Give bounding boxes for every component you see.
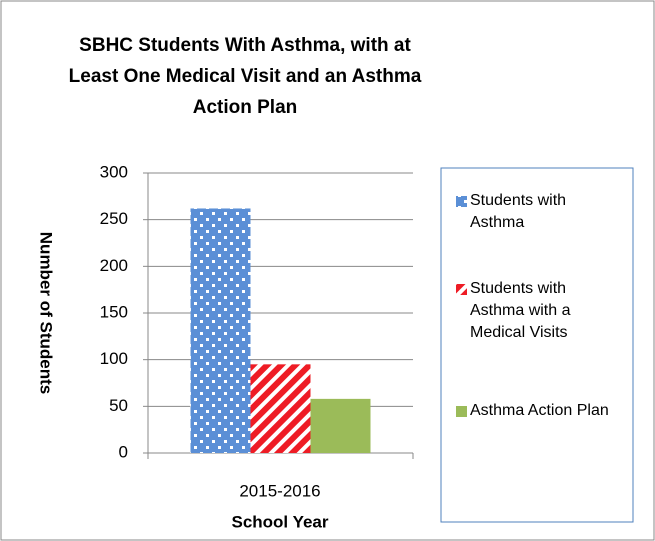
bar [310, 398, 371, 453]
legend-swatch [456, 284, 467, 295]
y-tick-label: 150 [100, 302, 128, 321]
legend-label: Students with Asthma [470, 192, 567, 231]
legend-swatch [456, 196, 467, 207]
legend-box [440, 167, 634, 523]
y-tick-label: 250 [100, 209, 128, 228]
bar [250, 364, 311, 453]
y-axis-label: Number of Students [37, 232, 56, 394]
y-tick-label: 300 [100, 162, 128, 181]
bar [190, 208, 251, 453]
chart-title: SBHC Students With Asthma, with at Least… [68, 35, 422, 118]
x-tick-label: 2015-2016 [239, 481, 320, 500]
y-tick-label: 50 [109, 396, 128, 415]
x-axis-label: School Year [231, 512, 328, 531]
legend-swatch [456, 406, 467, 417]
legend-label: Asthma Action Plan [470, 402, 609, 419]
legend-label: Students with Asthma with a Medical Visi… [470, 280, 571, 341]
y-tick-label: 200 [100, 256, 128, 275]
y-tick-label: 0 [119, 442, 128, 461]
y-tick-label: 100 [100, 349, 128, 368]
